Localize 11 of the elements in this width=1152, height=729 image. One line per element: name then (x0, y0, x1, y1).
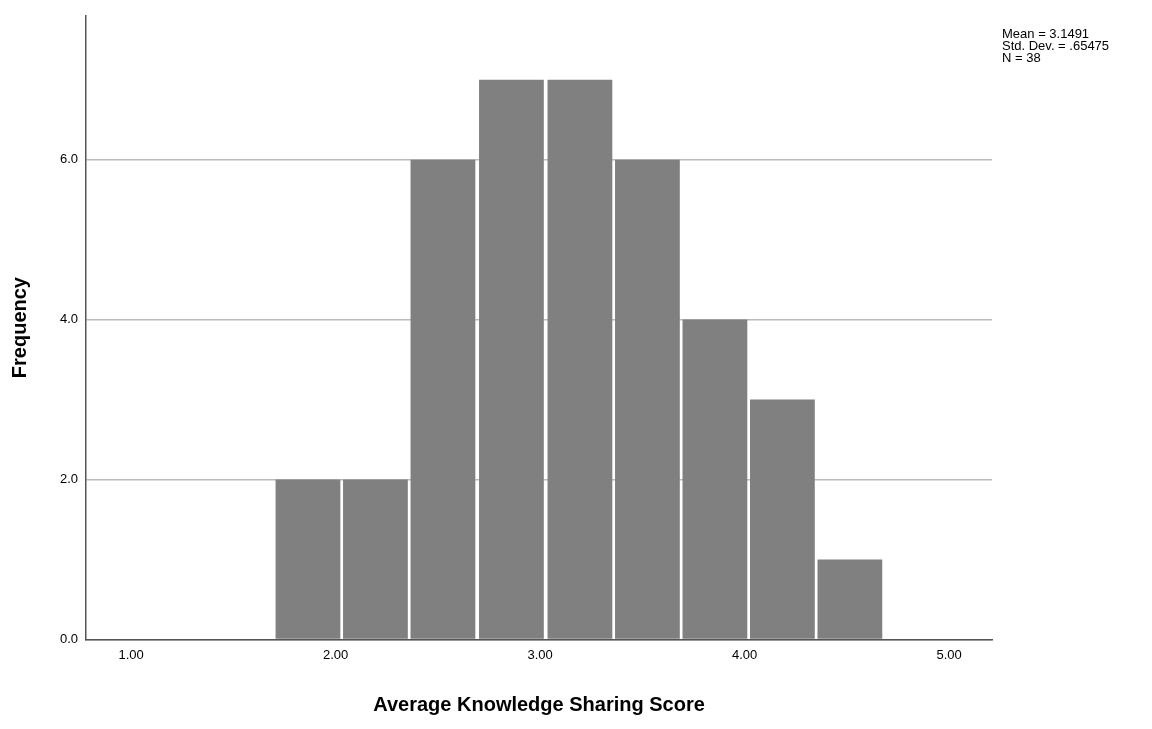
y-tick-label: 2.0 (59, 471, 79, 487)
y-tick-label: 0.0 (59, 630, 79, 646)
y-axis-title: Frequency (7, 276, 30, 379)
x-axis-title: Average Knowledge Sharing Score (373, 692, 705, 715)
y-tick-label: 4.0 (59, 311, 79, 327)
x-tick-label: 1.00 (118, 646, 144, 662)
x-tick-label: 3.00 (527, 646, 553, 662)
x-tick-label: 4.00 (731, 646, 758, 662)
x-tick-label: 2.00 (322, 646, 349, 662)
y-tick-label: 6.0 (59, 151, 79, 167)
x-tick-label: 5.00 (936, 646, 962, 662)
